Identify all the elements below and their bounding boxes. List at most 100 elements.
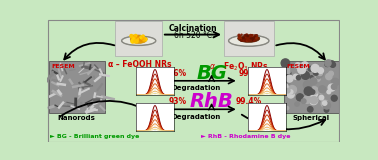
Circle shape	[281, 59, 290, 67]
Circle shape	[141, 36, 144, 40]
Circle shape	[326, 74, 332, 80]
Circle shape	[309, 89, 318, 98]
Circle shape	[298, 66, 305, 74]
Circle shape	[286, 75, 293, 82]
Circle shape	[332, 84, 337, 89]
Circle shape	[307, 107, 313, 112]
Circle shape	[253, 39, 254, 40]
Circle shape	[238, 34, 240, 36]
Circle shape	[245, 38, 246, 39]
Circle shape	[311, 64, 319, 72]
Ellipse shape	[229, 35, 269, 46]
Circle shape	[246, 38, 248, 40]
Circle shape	[287, 91, 294, 98]
Circle shape	[287, 71, 290, 73]
Circle shape	[241, 40, 243, 41]
Circle shape	[248, 36, 250, 37]
Circle shape	[332, 78, 339, 86]
Circle shape	[255, 35, 256, 36]
Text: RhB: RhB	[190, 92, 234, 111]
Circle shape	[296, 94, 304, 101]
Circle shape	[300, 65, 303, 68]
Circle shape	[133, 38, 135, 39]
Circle shape	[240, 38, 242, 39]
FancyBboxPatch shape	[224, 21, 274, 56]
Circle shape	[249, 35, 252, 36]
Circle shape	[316, 70, 323, 77]
Circle shape	[316, 75, 321, 79]
Circle shape	[252, 38, 253, 39]
Circle shape	[243, 37, 244, 39]
Circle shape	[254, 36, 256, 38]
Circle shape	[133, 35, 135, 37]
Circle shape	[256, 37, 257, 38]
Text: FESEM: FESEM	[286, 64, 310, 69]
Circle shape	[256, 38, 257, 39]
Circle shape	[310, 97, 318, 105]
Circle shape	[318, 68, 324, 73]
Circle shape	[244, 40, 245, 41]
Circle shape	[252, 35, 253, 36]
Circle shape	[283, 78, 291, 85]
Circle shape	[282, 84, 288, 89]
Circle shape	[247, 36, 248, 37]
Circle shape	[133, 36, 136, 39]
Circle shape	[246, 40, 248, 41]
Circle shape	[247, 38, 249, 40]
Circle shape	[253, 37, 254, 38]
Circle shape	[248, 39, 249, 40]
Text: FESEM: FESEM	[51, 64, 75, 69]
Circle shape	[295, 63, 301, 68]
Circle shape	[239, 35, 240, 36]
Circle shape	[328, 84, 335, 91]
Circle shape	[310, 76, 313, 79]
Circle shape	[140, 36, 143, 39]
Circle shape	[308, 66, 313, 71]
Circle shape	[248, 36, 249, 37]
Circle shape	[136, 36, 139, 38]
Circle shape	[132, 38, 135, 41]
Circle shape	[293, 74, 298, 79]
FancyBboxPatch shape	[115, 21, 162, 56]
Text: 93%: 93%	[168, 97, 186, 106]
Circle shape	[310, 96, 318, 104]
Text: ► RhB - Rhodamine B dye: ► RhB - Rhodamine B dye	[201, 134, 290, 139]
Circle shape	[326, 60, 332, 65]
Circle shape	[253, 39, 254, 40]
Circle shape	[251, 37, 252, 39]
Circle shape	[137, 38, 139, 40]
Circle shape	[135, 36, 137, 39]
Circle shape	[324, 108, 329, 112]
Circle shape	[131, 40, 134, 43]
Ellipse shape	[130, 35, 147, 44]
Circle shape	[281, 64, 289, 72]
Circle shape	[243, 40, 245, 41]
Circle shape	[310, 90, 315, 94]
Circle shape	[304, 96, 311, 103]
Circle shape	[140, 37, 143, 40]
Circle shape	[136, 40, 138, 41]
Circle shape	[241, 40, 242, 41]
Circle shape	[288, 86, 296, 94]
Circle shape	[141, 37, 143, 39]
Circle shape	[327, 90, 331, 94]
Circle shape	[295, 102, 299, 106]
Circle shape	[253, 38, 255, 40]
Circle shape	[130, 35, 133, 37]
Circle shape	[136, 36, 138, 39]
Circle shape	[256, 35, 257, 36]
Circle shape	[239, 36, 241, 38]
Circle shape	[285, 70, 291, 77]
Circle shape	[291, 63, 295, 66]
Circle shape	[310, 87, 318, 94]
Text: Calcination: Calcination	[169, 24, 217, 33]
Circle shape	[314, 67, 318, 70]
Circle shape	[253, 39, 255, 41]
Circle shape	[250, 38, 251, 39]
Text: BG: BG	[196, 64, 227, 83]
Text: Nanorods: Nanorods	[58, 115, 96, 121]
Circle shape	[301, 62, 308, 69]
Ellipse shape	[238, 34, 260, 42]
Circle shape	[240, 40, 242, 41]
Circle shape	[135, 40, 138, 43]
